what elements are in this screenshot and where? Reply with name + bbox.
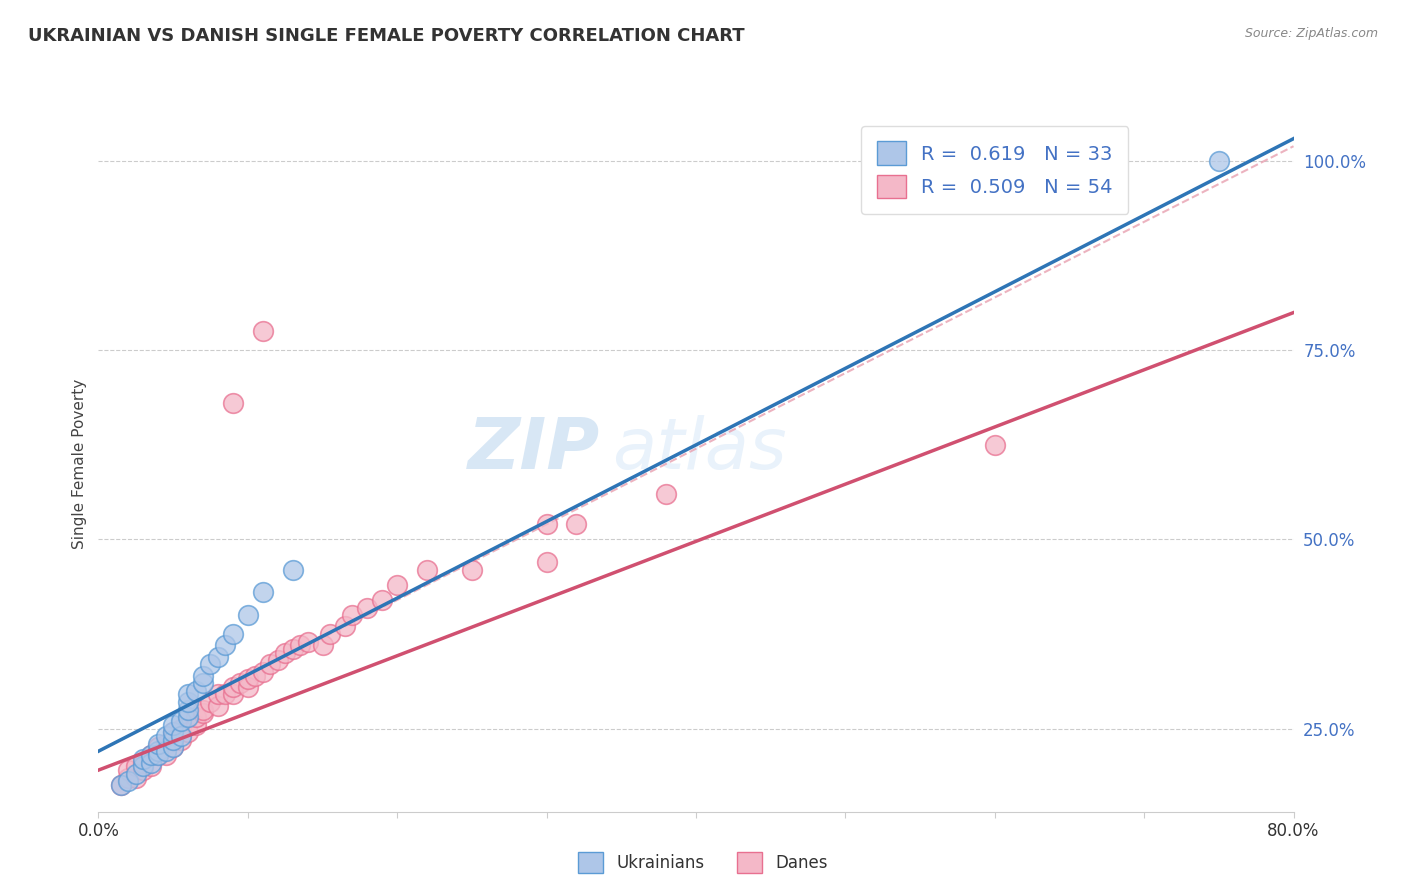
Point xyxy=(267,653,290,667)
Point xyxy=(184,717,207,731)
Point xyxy=(356,600,378,615)
Point xyxy=(297,634,319,648)
Point xyxy=(155,737,177,751)
Point xyxy=(1208,154,1230,169)
Point xyxy=(139,756,162,770)
Point xyxy=(252,325,274,339)
Point xyxy=(259,657,281,672)
Point xyxy=(536,555,558,569)
Point xyxy=(333,619,356,633)
Text: ZIP: ZIP xyxy=(468,416,600,484)
Text: UKRAINIAN VS DANISH SINGLE FEMALE POVERTY CORRELATION CHART: UKRAINIAN VS DANISH SINGLE FEMALE POVERT… xyxy=(28,27,745,45)
Point xyxy=(155,744,177,758)
Point xyxy=(117,763,139,777)
Text: atlas: atlas xyxy=(613,416,787,484)
Point xyxy=(162,717,184,731)
Point xyxy=(222,396,245,410)
Point xyxy=(222,680,245,694)
Point xyxy=(385,578,409,592)
Point xyxy=(110,778,132,792)
Legend: Ukrainians, Danes: Ukrainians, Danes xyxy=(571,846,835,880)
Point xyxy=(207,698,229,713)
Point xyxy=(177,695,200,709)
Point xyxy=(565,517,588,532)
Point xyxy=(125,759,148,773)
Point xyxy=(191,676,214,690)
Point xyxy=(214,638,236,652)
Point xyxy=(191,668,214,682)
Point xyxy=(169,714,191,728)
Point xyxy=(155,747,177,762)
Point xyxy=(177,710,200,724)
Point xyxy=(281,563,304,577)
Point xyxy=(200,695,222,709)
Point xyxy=(416,563,439,577)
Point xyxy=(984,438,1007,452)
Point xyxy=(319,627,342,641)
Point xyxy=(169,729,191,743)
Point xyxy=(191,706,214,721)
Point xyxy=(229,676,252,690)
Point xyxy=(139,747,162,762)
Point xyxy=(162,740,184,755)
Point xyxy=(342,608,364,623)
Point xyxy=(288,638,311,652)
Point xyxy=(148,737,170,751)
Point xyxy=(117,771,139,785)
Point xyxy=(222,627,245,641)
Point xyxy=(200,657,222,672)
Point xyxy=(162,732,184,747)
Point xyxy=(125,767,148,781)
Point xyxy=(110,778,132,792)
Point xyxy=(245,668,267,682)
Legend: R =  0.619   N = 33, R =  0.509   N = 54: R = 0.619 N = 33, R = 0.509 N = 54 xyxy=(860,126,1129,214)
Point xyxy=(148,747,170,762)
Point xyxy=(169,722,191,736)
Point xyxy=(207,649,229,664)
Point xyxy=(655,487,678,501)
Point xyxy=(169,732,191,747)
Point xyxy=(222,688,245,702)
Point xyxy=(236,608,259,623)
Point xyxy=(184,710,207,724)
Point xyxy=(162,725,184,739)
Point xyxy=(252,665,274,679)
Point xyxy=(281,642,304,657)
Point xyxy=(184,683,207,698)
Point xyxy=(139,759,162,773)
Point xyxy=(274,646,297,660)
Point xyxy=(536,517,558,532)
Point xyxy=(191,703,214,717)
Point xyxy=(214,688,236,702)
Point xyxy=(162,740,184,755)
Point xyxy=(207,688,229,702)
Point xyxy=(177,688,200,702)
Point xyxy=(177,703,200,717)
Point xyxy=(139,747,162,762)
Point xyxy=(132,752,155,766)
Point xyxy=(236,673,259,687)
Point xyxy=(461,563,484,577)
Y-axis label: Single Female Poverty: Single Female Poverty xyxy=(72,379,87,549)
Point xyxy=(236,680,259,694)
Point xyxy=(148,740,170,755)
Point xyxy=(252,585,274,599)
Point xyxy=(132,759,155,773)
Point xyxy=(177,725,200,739)
Point xyxy=(311,638,333,652)
Point xyxy=(148,744,170,758)
Point xyxy=(162,725,184,739)
Point xyxy=(155,729,177,743)
Point xyxy=(125,771,148,785)
Point xyxy=(371,593,394,607)
Point xyxy=(132,756,155,770)
Point xyxy=(148,747,170,762)
Point xyxy=(117,774,139,789)
Point xyxy=(132,763,155,777)
Point xyxy=(162,732,184,747)
Text: Source: ZipAtlas.com: Source: ZipAtlas.com xyxy=(1244,27,1378,40)
